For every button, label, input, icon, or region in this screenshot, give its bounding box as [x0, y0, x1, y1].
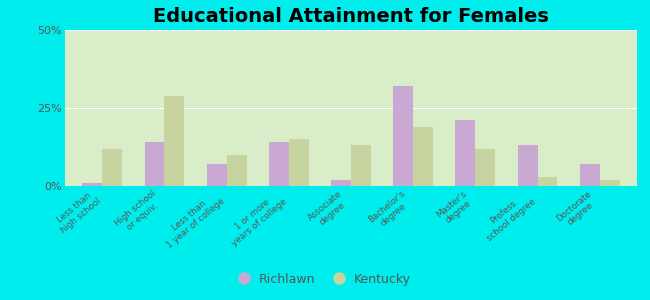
- Bar: [538, 177, 558, 186]
- Title: Educational Attainment for Females: Educational Attainment for Females: [153, 7, 549, 26]
- Bar: [331, 180, 351, 186]
- Bar: [393, 86, 413, 186]
- Bar: [413, 127, 433, 186]
- Bar: [269, 142, 289, 186]
- Bar: [102, 148, 122, 186]
- Bar: [580, 164, 600, 186]
- Bar: [475, 148, 495, 186]
- Bar: [600, 180, 619, 186]
- Bar: [144, 142, 164, 186]
- Bar: [517, 146, 538, 186]
- Bar: [207, 164, 227, 186]
- Bar: [227, 155, 246, 186]
- Legend: Richlawn, Kentucky: Richlawn, Kentucky: [234, 268, 416, 291]
- Bar: [289, 139, 309, 186]
- Bar: [164, 95, 185, 186]
- Bar: [456, 121, 475, 186]
- Bar: [351, 146, 371, 186]
- Bar: [83, 183, 102, 186]
